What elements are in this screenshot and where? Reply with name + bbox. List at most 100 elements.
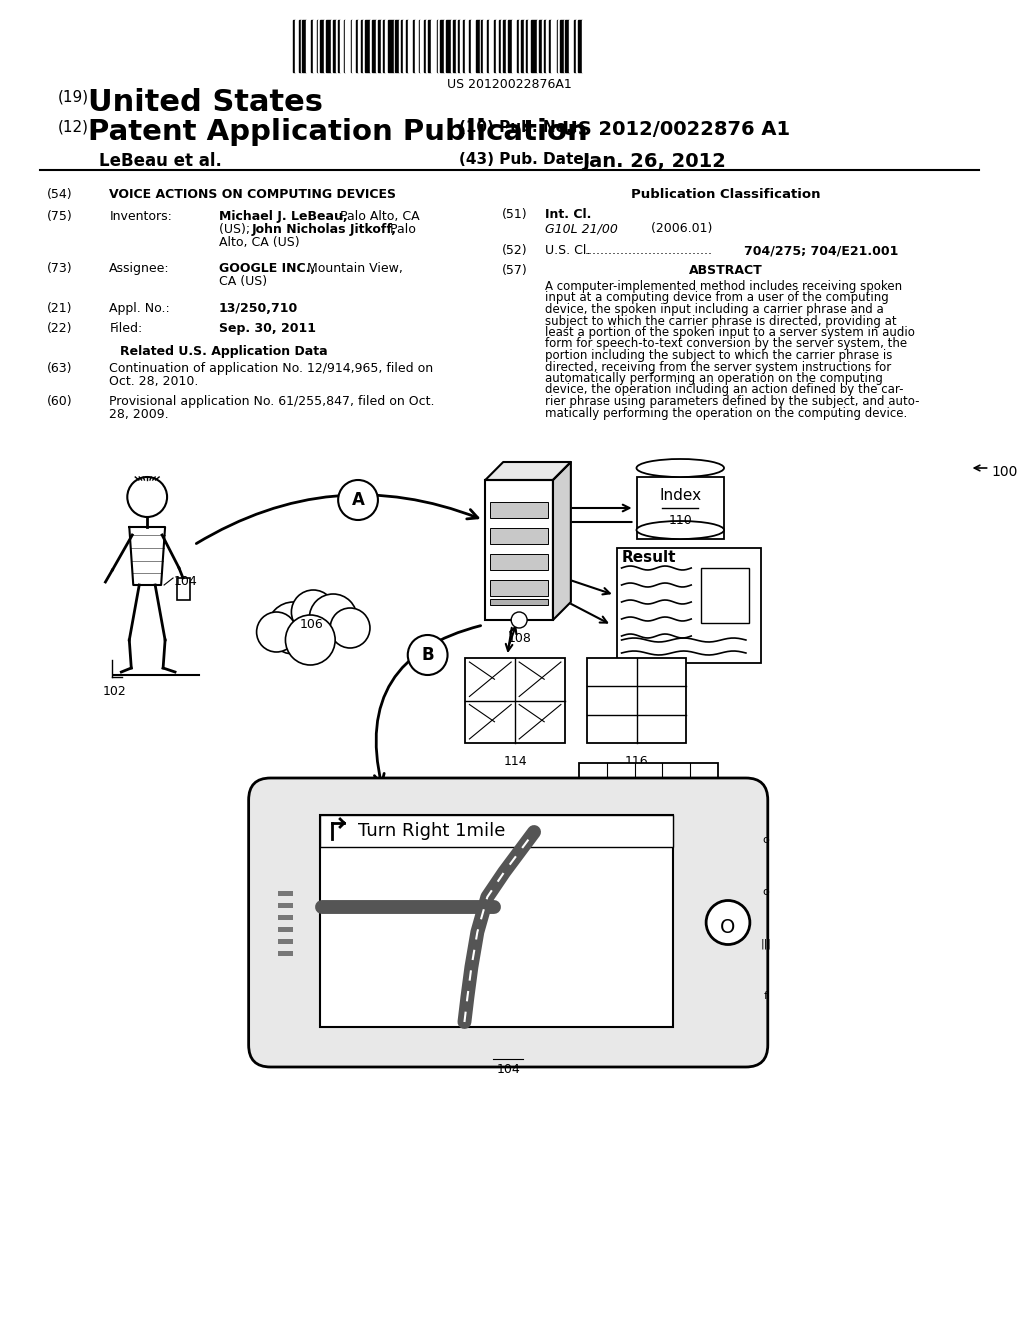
- Circle shape: [309, 594, 357, 642]
- Circle shape: [408, 635, 447, 675]
- Bar: [453, 20, 457, 73]
- Bar: [415, 20, 419, 73]
- Text: Int. Cl.: Int. Cl.: [545, 209, 592, 220]
- Bar: [376, 20, 378, 73]
- Bar: [400, 20, 402, 73]
- Text: Publication Classification: Publication Classification: [631, 187, 821, 201]
- Circle shape: [127, 477, 167, 517]
- Bar: [345, 20, 350, 73]
- Text: o: o: [763, 836, 769, 845]
- Bar: [326, 20, 331, 73]
- Bar: [476, 20, 479, 73]
- Circle shape: [330, 609, 370, 648]
- Text: 108: 108: [507, 632, 531, 645]
- Text: o: o: [763, 887, 769, 898]
- Text: Inventors:: Inventors:: [110, 210, 172, 223]
- Bar: [388, 20, 393, 73]
- Text: Michael J. LeBeau,: Michael J. LeBeau,: [219, 210, 347, 223]
- Text: US 2012/0022876 A1: US 2012/0022876 A1: [562, 120, 791, 139]
- Bar: [464, 20, 465, 73]
- Bar: [279, 903, 294, 908]
- Text: f: f: [764, 991, 768, 1001]
- Text: G10L 21/00: G10L 21/00: [545, 222, 617, 235]
- Bar: [537, 20, 539, 73]
- Bar: [508, 20, 512, 73]
- Bar: [343, 20, 345, 73]
- Bar: [481, 20, 483, 73]
- Bar: [616, 548, 761, 663]
- Text: Provisional application No. 61/255,847, filed on Oct.: Provisional application No. 61/255,847, …: [110, 395, 435, 408]
- Text: (2006.01): (2006.01): [635, 222, 712, 235]
- Text: subject to which the carrier phrase is directed, providing at: subject to which the carrier phrase is d…: [545, 314, 897, 327]
- Bar: [321, 814, 674, 847]
- Bar: [494, 20, 496, 73]
- Bar: [490, 502, 548, 517]
- Bar: [512, 20, 517, 73]
- Polygon shape: [485, 462, 570, 480]
- Text: Patent Application Publication: Patent Application Publication: [87, 117, 588, 147]
- Text: Turn Right 1mile: Turn Right 1mile: [358, 822, 506, 840]
- Bar: [490, 599, 548, 605]
- Text: ................................: ................................: [585, 244, 713, 257]
- Bar: [443, 20, 445, 73]
- Bar: [407, 20, 408, 73]
- Bar: [519, 20, 521, 73]
- Bar: [424, 20, 426, 73]
- Text: Sep. 30, 2011: Sep. 30, 2011: [219, 322, 315, 335]
- Bar: [569, 20, 574, 73]
- Bar: [383, 20, 385, 73]
- Text: /118: /118: [730, 788, 758, 801]
- FancyBboxPatch shape: [249, 777, 768, 1067]
- Bar: [395, 20, 399, 73]
- Bar: [340, 20, 343, 73]
- Text: rier phrase using parameters defined by the subject, and auto-: rier phrase using parameters defined by …: [545, 395, 920, 408]
- Bar: [560, 20, 563, 73]
- Bar: [436, 20, 438, 73]
- Bar: [306, 20, 311, 73]
- Circle shape: [267, 602, 319, 653]
- Bar: [352, 20, 356, 73]
- Bar: [321, 814, 674, 1027]
- Text: 114: 114: [504, 755, 527, 768]
- Text: directed, receiving from the server system instructions for: directed, receiving from the server syst…: [545, 360, 891, 374]
- Bar: [469, 20, 471, 73]
- Text: (75): (75): [47, 210, 73, 223]
- Bar: [582, 20, 584, 73]
- Text: Related U.S. Application Data: Related U.S. Application Data: [120, 345, 328, 358]
- Bar: [451, 20, 453, 73]
- Bar: [365, 20, 371, 73]
- Bar: [577, 20, 578, 73]
- Bar: [331, 20, 333, 73]
- Bar: [324, 20, 326, 73]
- Bar: [313, 20, 316, 73]
- Bar: [311, 20, 313, 73]
- Bar: [471, 20, 476, 73]
- Bar: [543, 20, 544, 73]
- Bar: [483, 20, 486, 73]
- Bar: [490, 579, 548, 597]
- Text: portion including the subject to which the carrier phrase is: portion including the subject to which t…: [545, 348, 892, 362]
- Bar: [316, 20, 318, 73]
- Bar: [490, 528, 548, 544]
- Text: 116: 116: [625, 755, 648, 768]
- Bar: [457, 20, 458, 73]
- Text: form for speech-to-text conversion by the server system, the: form for speech-to-text conversion by th…: [545, 338, 907, 351]
- Bar: [299, 20, 301, 73]
- Bar: [372, 20, 376, 73]
- Bar: [488, 20, 494, 73]
- Bar: [507, 20, 508, 73]
- Text: matically performing the operation on the computing device.: matically performing the operation on th…: [545, 407, 907, 420]
- Bar: [426, 20, 428, 73]
- Text: automatically performing an operation on the computing: automatically performing an operation on…: [545, 372, 883, 385]
- Bar: [371, 20, 372, 73]
- Bar: [279, 927, 294, 932]
- Bar: [294, 20, 295, 73]
- Ellipse shape: [637, 459, 724, 477]
- Ellipse shape: [637, 521, 724, 539]
- Text: (54): (54): [47, 187, 73, 201]
- Bar: [381, 20, 383, 73]
- Bar: [279, 915, 294, 920]
- Bar: [526, 20, 528, 73]
- Text: VOICE ACTIONS ON COMPUTING DEVICES: VOICE ACTIONS ON COMPUTING DEVICES: [110, 187, 396, 201]
- Bar: [579, 763, 718, 822]
